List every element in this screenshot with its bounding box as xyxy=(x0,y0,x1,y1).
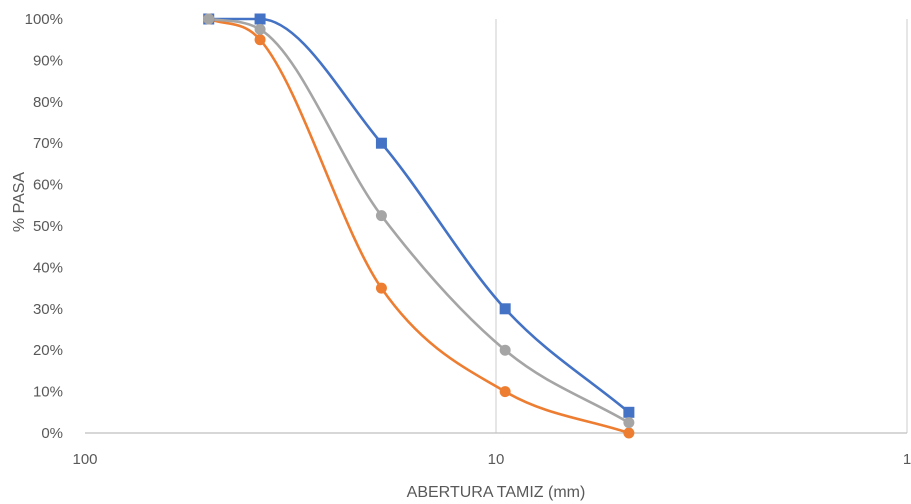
data-point xyxy=(499,386,511,398)
data-point xyxy=(623,427,635,439)
data-point xyxy=(375,282,387,294)
y-tick-label: 10% xyxy=(33,384,63,401)
data-point xyxy=(375,137,387,149)
markers-layer xyxy=(203,13,635,439)
data-point xyxy=(254,13,266,25)
y-tick-label: 30% xyxy=(33,301,63,318)
y-tick-label: 40% xyxy=(33,259,63,276)
x-tick-label: 10 xyxy=(488,451,505,468)
data-point xyxy=(254,23,266,35)
x-tick-labels: 100 10 1 xyxy=(72,451,911,468)
y-tick-label: 50% xyxy=(33,218,63,235)
x-tick-label: 100 xyxy=(72,451,97,468)
y-tick-label: 70% xyxy=(33,135,63,152)
y-tick-labels: 0% 10% 20% 30% 40% 50% 60% 70% 80% 90% 100% xyxy=(25,11,63,442)
y-axis-title: % PASA xyxy=(11,172,28,233)
x-tick-label: 1 xyxy=(903,451,911,468)
y-tick-label: 20% xyxy=(33,342,63,359)
x-axis-title: ABERTURA TAMIZ (mm) xyxy=(407,484,586,501)
y-tick-label: 90% xyxy=(33,52,63,69)
data-point xyxy=(499,303,511,315)
data-point xyxy=(203,13,215,25)
y-tick-label: 60% xyxy=(33,177,63,194)
data-point xyxy=(623,406,635,418)
data-point xyxy=(254,34,266,46)
series-line xyxy=(207,17,631,414)
data-point xyxy=(499,344,511,356)
data-point xyxy=(375,210,387,222)
y-tick-label: 0% xyxy=(41,425,63,442)
gridlines xyxy=(495,19,908,433)
series-layer xyxy=(207,17,631,435)
y-tick-label: 100% xyxy=(25,11,63,28)
y-tick-label: 80% xyxy=(33,94,63,111)
series-line xyxy=(207,17,631,435)
data-point xyxy=(623,417,635,429)
